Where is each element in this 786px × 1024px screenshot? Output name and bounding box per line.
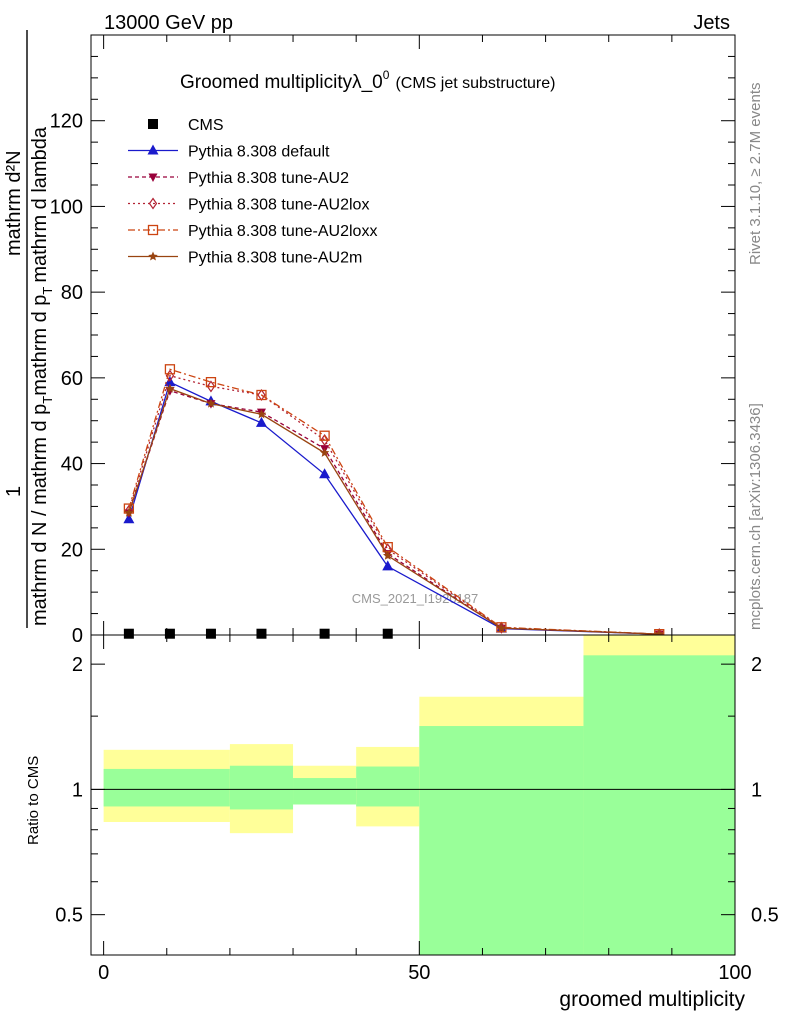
data-point [382, 628, 393, 639]
y-axis-label-numerator-top: 1 [3, 486, 25, 497]
chart-title-sup: 0 [383, 68, 390, 82]
ratio-axis-ticks: 0.5 0.5 1 1 2 2 0 50 100 [55, 635, 779, 984]
ratio-band-1sigma [229, 765, 294, 810]
ratio-y-tick-label-left: 0.5 [55, 905, 83, 927]
data-point [165, 383, 175, 393]
legend-marker [148, 251, 158, 261]
legend-item: Pythia 8.308 default [128, 144, 330, 161]
y-axis-label: 1 mathrm d²N mathrm d N / mathrm d pTmat… [3, 30, 55, 628]
ratio-y-axis-label: Ratio to CMS [25, 756, 42, 845]
data-point [320, 433, 329, 447]
data-point [319, 468, 331, 479]
legend-marker [147, 144, 159, 155]
data-point [124, 504, 134, 517]
chart-title: Groomed multiplicityλ_00 (CMS jet substru… [180, 68, 555, 93]
legend-marker [148, 119, 158, 129]
y-axis-label-numerator: mathrm d²N [3, 150, 25, 256]
legend-marker [148, 197, 158, 210]
ratio-uncertainty-bands [91, 635, 735, 955]
series-line [128, 387, 660, 635]
data-point [206, 380, 216, 393]
y-axis-label-subscript-t: T [40, 396, 55, 404]
chart-title-suffix: (CMS jet substructure) [395, 75, 555, 92]
data-point [256, 409, 267, 419]
data-point [123, 513, 135, 524]
ratio-plot-frame [90, 634, 736, 956]
mcplots-credit-label: mcplots.cern.ch [arXiv:1306.3436] [747, 403, 764, 630]
data-point [496, 622, 507, 633]
main-y-tick-label: 40 [61, 454, 83, 476]
ratio-y-tick-label-left: 1 [72, 779, 83, 801]
data-point [164, 628, 175, 639]
main-y-tick-label: 60 [61, 368, 83, 390]
y-axis-label-denominator: mathrm d N / mathrm d pTmathrm d pTmathr… [29, 126, 55, 626]
legend-marker [147, 224, 159, 236]
ratio-band-1sigma [103, 768, 230, 807]
data-point [205, 376, 217, 388]
ratio-y-tick-label-right: 1 [751, 779, 762, 801]
data-point [205, 628, 216, 639]
y-axis-label-subscript-t2: T [40, 287, 55, 295]
ratio-band-1sigma [356, 766, 420, 807]
header-jets-label: Jets [693, 12, 730, 34]
y-axis-label-denominator-part2: mathrm d p [29, 295, 51, 396]
series-cms [123, 628, 393, 639]
legend-label: Pythia 8.308 tune-AU2loxx [188, 223, 377, 240]
data-point [382, 560, 394, 571]
legend-item: Pythia 8.308 tune-AU2 [128, 170, 349, 187]
legend-label: Pythia 8.308 default [188, 144, 330, 161]
series-line [128, 389, 660, 635]
header-energy-label: 13000 GeV pp [104, 12, 233, 34]
chart-title-main: Groomed multiplicityλ_0 [180, 72, 383, 93]
main-plot-panel: 0 20 40 60 80 100 120 CMS_2021_I1920187 Groome… [3, 30, 736, 647]
data-point [256, 389, 267, 401]
main-y-tick-label: 120 [50, 111, 83, 133]
x-tick-label: 100 [718, 962, 751, 984]
chart-legend: CMS Pythia 8.308 default Pythia 8.308 tune… [128, 117, 377, 267]
legend-label: Pythia 8.308 tune-AU2m [188, 250, 362, 267]
ratio-y-tick-label-right: 0.5 [751, 905, 779, 927]
x-tick-label: 50 [408, 962, 430, 984]
data-point [124, 507, 134, 517]
data-point [255, 416, 267, 427]
ratio-y-tick-label-right: 2 [751, 654, 762, 676]
x-tick-label: 0 [98, 962, 109, 984]
main-y-tick-label: 100 [50, 196, 83, 218]
y-axis-label-denominator-part1: mathrm d N / mathrm d p [29, 404, 51, 626]
legend-label: Pythia 8.308 tune-AU2 [188, 170, 349, 187]
data-point [319, 447, 330, 457]
main-y-tick-label: 20 [61, 539, 83, 561]
legend-item: Pythia 8.308 tune-AU2loxx [128, 223, 377, 240]
data-point [382, 550, 393, 560]
data-point [256, 628, 267, 639]
legend-item: Pythia 8.308 tune-AU2m [128, 250, 362, 267]
legend-marker [148, 173, 158, 182]
ratio-band-1sigma [419, 726, 584, 955]
data-point [164, 364, 176, 375]
ratio-band-1sigma [583, 655, 735, 955]
watermark-label: CMS_2021_I1920187 [352, 591, 479, 606]
legend-label: CMS [188, 117, 224, 134]
main-axis-ticks: 0 20 40 60 80 100 120 [50, 35, 736, 647]
data-point [496, 623, 507, 633]
main-y-tick-label: 0 [72, 625, 83, 647]
legend-item: CMS [148, 117, 224, 134]
data-point [123, 628, 134, 639]
data-point [319, 430, 330, 441]
x-axis-label: groomed multiplicity [559, 988, 745, 1011]
ratio-plot-panel: 0.5 0.5 1 1 2 2 0 50 100 Ratio to CMS groomed mu… [25, 634, 779, 1011]
rivet-version-label: Rivet 3.1.10, ≥ 2.7M events [747, 83, 764, 266]
ratio-band-1sigma [293, 778, 357, 805]
legend-label: Pythia 8.308 tune-AU2lox [188, 197, 369, 214]
data-point [206, 398, 216, 408]
series-line [128, 368, 660, 635]
series-line [128, 381, 660, 635]
main-y-tick-label: 80 [61, 282, 83, 304]
ratio-y-tick-label-left: 2 [72, 654, 83, 676]
y-axis-label-denominator-part3: mathrm d lambda [29, 126, 51, 282]
data-point [319, 628, 330, 639]
legend-item: Pythia 8.308 tune-AU2lox [128, 197, 369, 214]
